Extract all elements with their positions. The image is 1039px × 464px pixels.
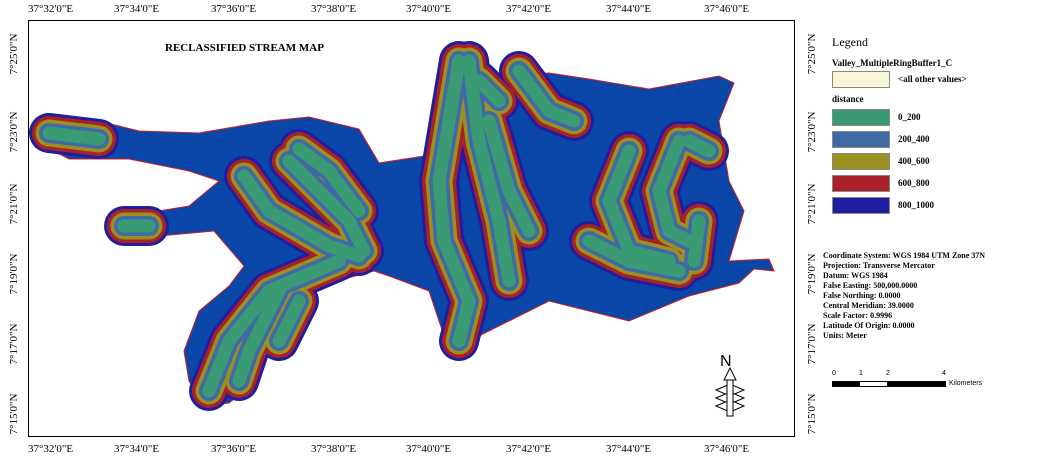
legend-item: 400_600 xyxy=(832,150,967,172)
metadata-line: Scale Factor: 0.9996 xyxy=(823,311,893,320)
stream-buffer-ring xyxy=(602,144,676,268)
legend-label: 0_200 xyxy=(898,112,921,122)
legend-swatch xyxy=(832,152,890,170)
legend-swatch xyxy=(832,196,890,214)
legend-label: 600_800 xyxy=(898,178,930,188)
latitude-label: 7°19'0"N xyxy=(8,253,20,295)
legend-item: 600_800 xyxy=(832,172,967,194)
longitude-label: 37°36'0"E xyxy=(211,443,257,455)
metadata-line: False Easting: 500,000.0000 xyxy=(823,281,918,290)
longitude-label: 37°42'0"E xyxy=(506,443,552,455)
legend-title: Legend xyxy=(832,35,868,49)
latitude-label: 7°19'0"N xyxy=(806,253,818,295)
scale-tick: 4 xyxy=(942,370,946,377)
longitude-label: 37°32'0"E xyxy=(28,3,74,15)
legend-label: 200_400 xyxy=(898,134,930,144)
stream-buffer-ring xyxy=(512,64,581,128)
legend-item: 800_1000 xyxy=(832,194,967,216)
metadata-line: Units: Meter xyxy=(823,331,867,340)
latitude-label: 7°17'0"N xyxy=(8,323,20,365)
coordinate-metadata: Coordinate System: WGS 1984 UTM Zone 37N… xyxy=(823,251,985,341)
scale-tick: 1 xyxy=(859,370,863,377)
longitude-label: 37°46'0"E xyxy=(704,3,750,15)
stream-buffer-ring xyxy=(462,54,516,288)
longitude-label: 37°40'0"E xyxy=(406,3,452,15)
longitude-label: 37°34'0"E xyxy=(114,3,160,15)
stream-buffer-ring xyxy=(202,254,346,398)
legend-swatch xyxy=(832,174,890,192)
longitude-label: 37°44'0"E xyxy=(606,443,652,455)
scale-tick: 0 xyxy=(832,370,836,377)
legend-item: 200_400 xyxy=(832,128,967,150)
stream-buffer-ring xyxy=(582,234,686,278)
stream-buffer-ring xyxy=(272,294,306,348)
scale-unit: Kilometers xyxy=(949,380,983,387)
longitude-label: 37°34'0"E xyxy=(114,443,160,455)
longitude-label: 37°40'0"E xyxy=(406,443,452,455)
longitude-label: 37°42'0"E xyxy=(506,3,552,15)
latitude-label: 7°15'0"N xyxy=(806,393,818,435)
latitude-label: 7°23'0"N xyxy=(8,111,20,153)
stream-buffer-ring xyxy=(292,142,366,218)
latitude-label: 7°25'0"N xyxy=(806,33,818,75)
legend-swatch-other xyxy=(832,70,890,88)
stream-buffer-ring xyxy=(282,154,371,258)
legend-item: 0_200 xyxy=(832,106,967,128)
latitude-label: 7°21'0"N xyxy=(8,183,20,225)
legend: Legend Valley_MultipleRingBuffer1_C <all… xyxy=(832,35,967,216)
stream-buffer-ring xyxy=(432,54,476,348)
legend-field: distance xyxy=(832,94,864,104)
latitude-label: 7°15'0"N xyxy=(8,393,20,435)
map-frame xyxy=(28,20,795,437)
legend-swatch xyxy=(832,130,890,148)
stream-buffer-ring xyxy=(42,126,106,146)
latitude-label: 7°17'0"N xyxy=(806,323,818,365)
longitude-label: 37°38'0"E xyxy=(311,3,357,15)
stream-buffer-ring xyxy=(687,214,706,268)
legend-label: 400_600 xyxy=(898,156,930,166)
stream-buffer-ring xyxy=(482,114,536,238)
metadata-line: Latitude Of Origin: 0.0000 xyxy=(823,321,915,330)
stream-buffer-ring xyxy=(237,169,366,263)
stream-buffer-ring xyxy=(232,284,286,388)
north-label: N xyxy=(720,353,732,370)
legend-label-other: <all other values> xyxy=(898,74,967,84)
north-arrow-icon: N xyxy=(714,353,746,417)
metadata-line: Datum: WGS 1984 xyxy=(823,271,888,280)
longitude-label: 37°32'0"E xyxy=(28,443,74,455)
map-title: RECLASSIFIED STREAM MAP xyxy=(165,42,324,54)
legend-layer-name: Valley_MultipleRingBuffer1_C xyxy=(832,58,953,68)
legend-swatch xyxy=(832,108,890,126)
latitude-label: 7°21'0"N xyxy=(806,183,818,225)
legend-label: 800_1000 xyxy=(898,200,934,210)
longitude-label: 37°36'0"E xyxy=(211,3,257,15)
scale-tick: 2 xyxy=(886,370,890,377)
stream-buffer-ring xyxy=(682,134,716,158)
longitude-label: 37°38'0"E xyxy=(311,443,357,455)
scale-bar: 0 1 2 4 Kilometers xyxy=(832,370,982,387)
stream-buffer-ring xyxy=(472,74,506,108)
metadata-line: False Northing: 0.0000 xyxy=(823,291,901,300)
stream-buffer-ring xyxy=(652,134,696,248)
longitude-label: 37°44'0"E xyxy=(606,3,652,15)
latitude-label: 7°25'0"N xyxy=(8,33,20,75)
longitude-label: 37°46'0"E xyxy=(704,443,750,455)
metadata-line: Coordinate System: WGS 1984 UTM Zone 37N xyxy=(823,251,986,260)
metadata-line: Central Meridian: 39.0000 xyxy=(823,301,914,310)
metadata-line: Projection: Transverse Mercator xyxy=(823,261,935,270)
stream-map xyxy=(29,41,775,411)
latitude-label: 7°23'0"N xyxy=(806,111,818,153)
